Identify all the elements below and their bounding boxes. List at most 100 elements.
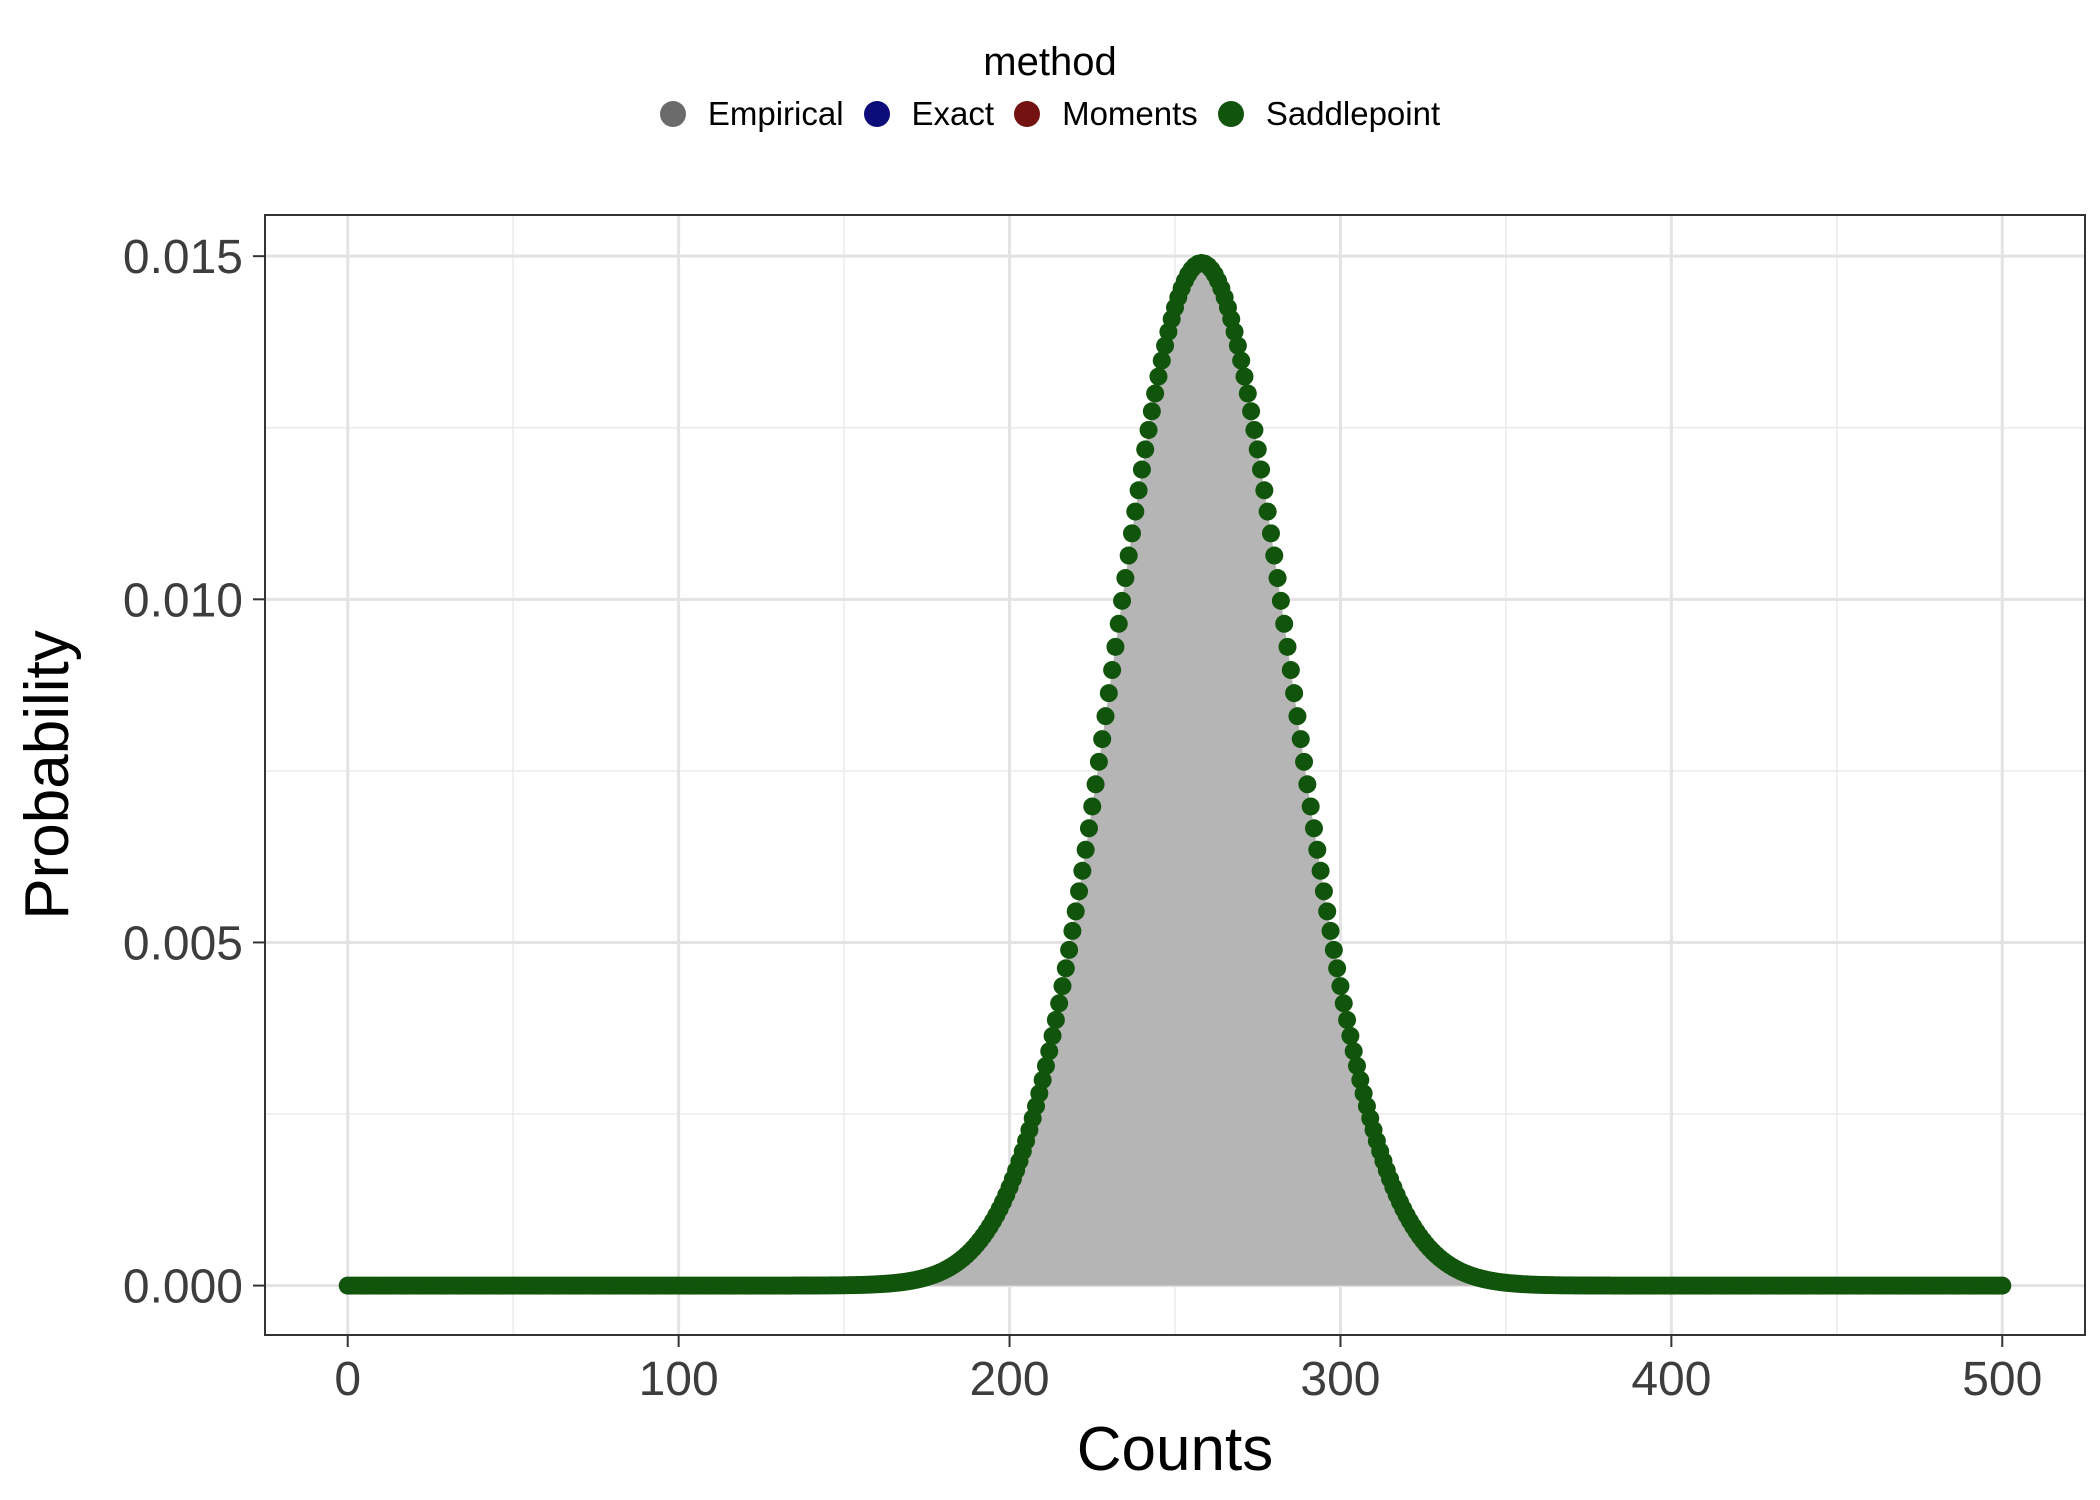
x-tick-label: 500 xyxy=(1962,1353,2042,1406)
data-point xyxy=(1103,661,1122,680)
data-point xyxy=(1252,460,1271,479)
data-point xyxy=(1258,502,1277,521)
data-point xyxy=(1073,861,1092,880)
data-point xyxy=(1122,524,1141,543)
x-tick-label: 0 xyxy=(334,1353,361,1406)
data-point xyxy=(1070,882,1089,901)
legend: method Empirical Exact Moments Saddlepoint xyxy=(0,40,2100,133)
data-point xyxy=(1308,840,1327,859)
legend-entries: Empirical Exact Moments Saddlepoint xyxy=(0,95,2100,133)
data-point xyxy=(1142,402,1161,421)
legend-swatch xyxy=(659,101,686,127)
y-tick-label: 0.010 xyxy=(123,574,243,627)
data-point xyxy=(1344,1042,1363,1061)
legend-item: Exact xyxy=(863,95,995,133)
data-point xyxy=(1318,902,1337,921)
data-point xyxy=(1152,351,1171,370)
data-point xyxy=(1156,336,1175,355)
data-point xyxy=(1096,707,1115,726)
data-point xyxy=(1331,977,1350,996)
y-axis-title: Probability xyxy=(13,630,82,919)
data-point xyxy=(1245,420,1264,439)
data-point xyxy=(1136,440,1155,459)
data-point xyxy=(1328,959,1347,978)
x-axis: 0 100 200 300 400 500 xyxy=(334,1335,2042,1406)
data-point xyxy=(1146,384,1165,403)
y-axis: 0.000 0.005 0.010 0.015 xyxy=(123,231,265,1314)
data-point xyxy=(1324,940,1343,959)
data-point xyxy=(1040,1042,1059,1061)
legend-label: Exact xyxy=(911,95,995,132)
data-point xyxy=(1232,351,1251,370)
data-point xyxy=(1043,1026,1062,1045)
empirical-area xyxy=(347,263,2003,1286)
data-point xyxy=(1295,752,1314,771)
data-point xyxy=(1275,614,1294,633)
x-tick-label: 300 xyxy=(1300,1353,1380,1406)
data-point xyxy=(1116,569,1135,588)
data-point xyxy=(1139,420,1158,439)
data-point xyxy=(1149,367,1168,386)
data-point xyxy=(1348,1056,1366,1075)
data-point xyxy=(1338,1010,1357,1029)
data-point xyxy=(1113,591,1132,610)
y-tick-label: 0.005 xyxy=(123,917,243,970)
data-point xyxy=(1132,460,1151,479)
legend-label: Empirical xyxy=(707,95,844,132)
data-point xyxy=(1050,994,1069,1013)
legend-swatch xyxy=(1217,101,1244,127)
data-point xyxy=(1314,882,1333,901)
legend-item: Saddlepoint xyxy=(1217,95,1440,133)
x-axis-title: Counts xyxy=(1077,1415,1273,1484)
data-point xyxy=(1285,684,1304,703)
data-point xyxy=(1341,1026,1360,1045)
data-point xyxy=(1099,684,1118,703)
y-tick-label: 0.000 xyxy=(123,1261,243,1314)
data-point xyxy=(1291,730,1310,749)
data-point xyxy=(1053,977,1072,996)
data-point xyxy=(1066,902,1085,921)
data-point xyxy=(1036,1056,1055,1075)
data-point xyxy=(1060,940,1079,959)
data-points xyxy=(338,254,2012,1295)
data-point xyxy=(1046,1010,1065,1029)
x-tick-label: 100 xyxy=(639,1353,719,1406)
data-point xyxy=(1993,1276,2012,1295)
legend-item: Moments xyxy=(1014,95,1198,133)
x-tick-label: 400 xyxy=(1631,1353,1711,1406)
data-point xyxy=(1106,637,1125,656)
x-tick-label: 200 xyxy=(969,1353,1049,1406)
data-point xyxy=(1301,797,1320,816)
y-tick-label: 0.015 xyxy=(123,231,243,284)
legend-swatch xyxy=(1014,101,1041,127)
data-point xyxy=(1288,707,1307,726)
legend-swatch xyxy=(863,101,890,127)
data-point xyxy=(1311,861,1330,880)
legend-label: Moments xyxy=(1062,95,1198,132)
data-point xyxy=(1109,614,1128,633)
data-point xyxy=(1228,336,1247,355)
data-point xyxy=(1304,819,1323,838)
data-point xyxy=(1225,322,1244,341)
data-point xyxy=(1281,661,1300,680)
data-point xyxy=(1278,637,1297,656)
data-point xyxy=(1255,481,1274,500)
data-point xyxy=(1248,440,1267,459)
panel-border xyxy=(264,214,2086,1336)
data-point xyxy=(1033,1070,1052,1089)
data-point xyxy=(1261,524,1280,543)
data-point xyxy=(1242,402,1261,421)
data-point xyxy=(1271,591,1290,610)
data-point xyxy=(1129,481,1148,500)
data-point xyxy=(1298,775,1317,794)
data-point xyxy=(1089,752,1108,771)
data-point xyxy=(1093,730,1112,749)
data-point xyxy=(1235,367,1254,386)
data-point xyxy=(1268,569,1287,588)
data-point xyxy=(1238,384,1257,403)
data-point xyxy=(1076,840,1095,859)
data-point xyxy=(1126,502,1145,521)
data-point xyxy=(1063,921,1082,940)
data-point xyxy=(1083,797,1102,816)
